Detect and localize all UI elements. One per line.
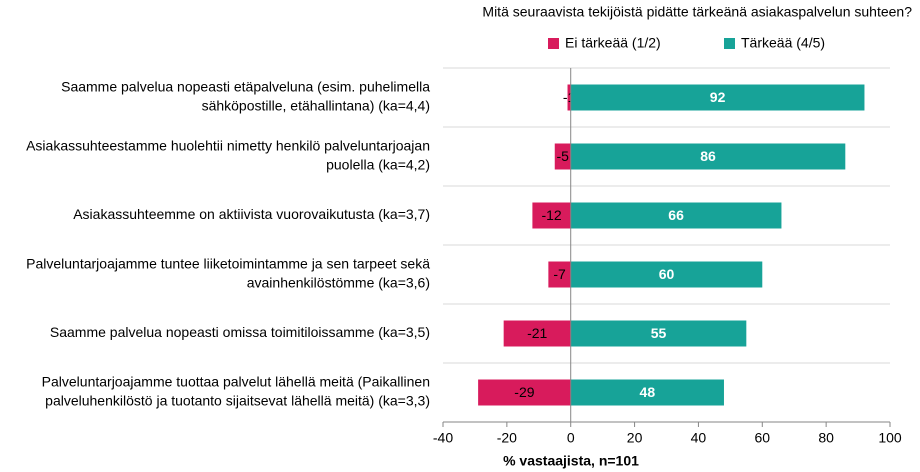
bar	[570, 379, 724, 406]
x-tick-label: 40	[691, 430, 707, 446]
category-label: Asiakassuhteestamme huolehtii nimetty he…	[26, 138, 430, 154]
legend-swatch	[724, 38, 735, 49]
x-tick-label: 20	[627, 430, 643, 446]
x-axis-label: % vastaajista, n=101	[503, 453, 639, 469]
bar	[570, 202, 782, 229]
bar	[548, 261, 571, 288]
category-label: Saamme palvelua nopeasti etäpalveluna (e…	[61, 79, 430, 95]
data-label: -12	[541, 207, 561, 223]
x-tick-label: 60	[754, 430, 770, 446]
category-label: puolella (ka=4,2)	[326, 157, 430, 173]
legend-label: Tärkeää (4/5)	[741, 35, 825, 51]
x-tick-label: 100	[878, 430, 902, 446]
category-label: avainhenkilöstömme (ka=3,6)	[247, 275, 430, 291]
category-label: Palveluntarjoajamme tuottaa palvelut läh…	[42, 374, 430, 390]
data-label: -7	[553, 266, 566, 282]
bar	[570, 84, 865, 111]
legend-label: Ei tärkeää (1/2)	[565, 35, 661, 51]
data-label: -5	[557, 148, 570, 164]
category-label: sähköpostille, etähallintana) (ka=4,4)	[202, 98, 430, 114]
bar	[570, 320, 747, 347]
category-label: Palveluntarjoajamme tuntee liiketoiminta…	[26, 256, 430, 272]
category-label: Saamme palvelua nopeasti omissa toimitil…	[50, 324, 430, 340]
x-tick-label: -40	[433, 430, 453, 446]
bar	[570, 261, 763, 288]
x-tick-label: 80	[818, 430, 834, 446]
data-label: 60	[659, 266, 675, 282]
data-label: 86	[700, 148, 716, 164]
legend-swatch	[548, 38, 559, 49]
x-tick-label: -20	[497, 430, 517, 446]
bar	[570, 143, 846, 170]
bar	[503, 320, 571, 347]
data-label: -29	[514, 384, 534, 400]
bar	[532, 202, 571, 229]
data-label: 66	[668, 207, 684, 223]
category-label: palveluhenkilöstö ja tuotanto sijaitseva…	[45, 393, 430, 409]
data-label: -21	[527, 325, 547, 341]
chart-title: Mitä seuraavista tekijöistä pidätte tärk…	[482, 4, 912, 20]
bar	[478, 379, 571, 406]
bar	[554, 143, 571, 170]
data-label: 55	[651, 325, 667, 341]
bar	[567, 84, 571, 111]
category-label: Asiakassuhteemme on aktiivista vuorovaik…	[73, 206, 430, 222]
data-label: 48	[640, 384, 656, 400]
data-label: 92	[710, 89, 726, 105]
x-tick-label: 0	[567, 430, 575, 446]
